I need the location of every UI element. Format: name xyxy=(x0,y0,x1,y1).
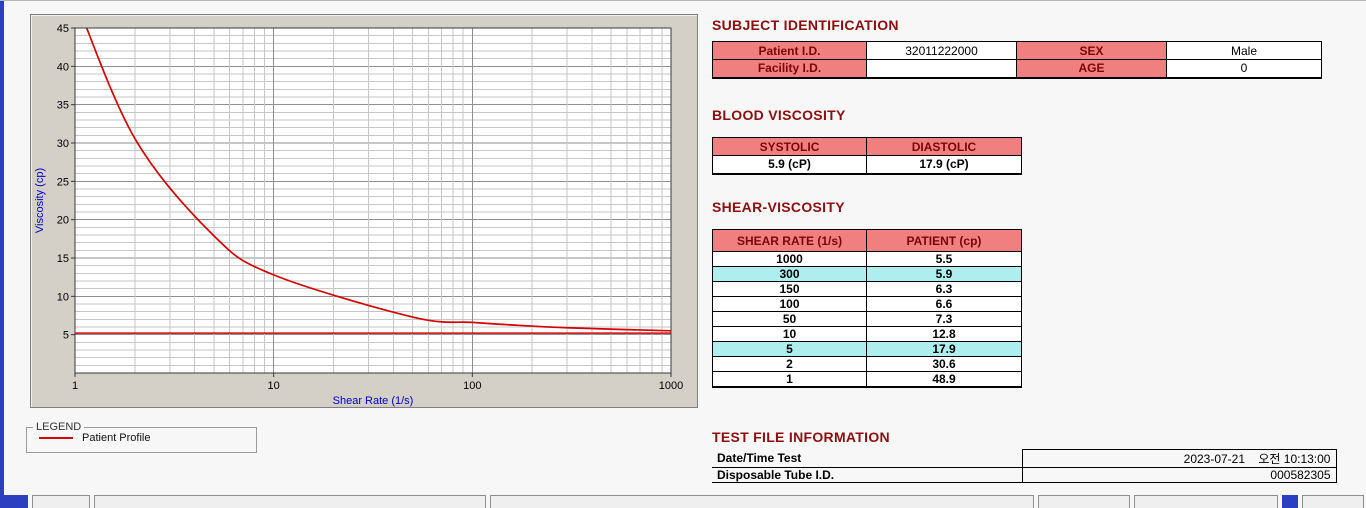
subject-identification-table: Patient I.D. 32011222000 SEX Male Facili… xyxy=(712,41,1322,79)
bottom-cropped-panel xyxy=(1302,495,1364,508)
table-row: Date/Time Test 2023-07-21 오전 10:13:00 xyxy=(712,449,1337,468)
svg-text:1000: 1000 xyxy=(659,380,683,392)
bottom-cropped-panel xyxy=(32,495,90,508)
svg-text:25: 25 xyxy=(57,176,69,188)
y-axis-title: Viscosity (cp) xyxy=(34,168,46,233)
patient-cp-cell: 48.9 xyxy=(866,371,1022,388)
shear-rate-cell: 300 xyxy=(712,266,867,282)
shear-rate-cell: 1 xyxy=(712,371,867,388)
bottom-cropped-panel xyxy=(1038,495,1130,508)
patient-profile-line-swatch xyxy=(39,437,73,439)
shear-viscosity-row: 10 12.8 xyxy=(712,326,1022,342)
sex-label: SEX xyxy=(1016,41,1167,60)
test-file-information-heading: TEST FILE INFORMATION xyxy=(712,429,890,445)
shear-viscosity-row: 100 6.6 xyxy=(712,296,1022,312)
diastolic-header: DIASTOLIC xyxy=(866,137,1022,156)
sex-value: Male xyxy=(1166,41,1322,60)
bottom-cropped-panel xyxy=(1134,495,1278,508)
svg-text:10: 10 xyxy=(57,291,69,303)
age-value: 0 xyxy=(1166,59,1322,78)
shear-viscosity-table: SHEAR RATE (1/s) PATIENT (cp) 1000 5.5 300… xyxy=(712,229,1022,388)
svg-text:5: 5 xyxy=(63,330,69,342)
svg-text:20: 20 xyxy=(57,215,69,227)
legend-box: LEGEND Patient Profile xyxy=(26,421,257,453)
shear-rate-cell: 150 xyxy=(712,281,867,297)
axis-tick-labels: 5 10 15 20 25 30 35 40 45 1 10 100 1000 xyxy=(57,23,683,392)
shear-viscosity-row: 2 30.6 xyxy=(712,356,1022,372)
patient-cp-cell: 17.9 xyxy=(866,341,1022,357)
patient-cp-cell: 5.5 xyxy=(866,251,1022,267)
shear-viscosity-row: 300 5.9 xyxy=(712,266,1022,282)
svg-text:45: 45 xyxy=(57,23,69,35)
table-row: SYSTOLIC DIASTOLIC xyxy=(712,137,1022,156)
shear-viscosity-row: 50 7.3 xyxy=(712,311,1022,327)
shear-viscosity-row: 1000 5.5 xyxy=(712,251,1022,267)
date-time-test-label: Date/Time Test xyxy=(712,449,1022,468)
table-header-row: SHEAR RATE (1/s) PATIENT (cp) xyxy=(712,229,1022,252)
patient-cp-cell: 5.9 xyxy=(866,266,1022,282)
bottom-cropped-panel xyxy=(490,495,1034,508)
svg-text:40: 40 xyxy=(57,61,69,73)
svg-text:30: 30 xyxy=(57,138,69,150)
patient-cp-cell: 6.6 xyxy=(866,296,1022,312)
patient-profile-label: Patient Profile xyxy=(82,432,151,444)
shear-viscosity-chart: 5 10 15 20 25 30 35 40 45 1 10 100 1000 Viscosity (cp… xyxy=(34,23,683,407)
subject-identification-heading: SUBJECT IDENTIFICATION xyxy=(712,17,899,33)
legend-row: Patient Profile xyxy=(27,432,256,444)
systolic-header: SYSTOLIC xyxy=(712,137,867,156)
shear-rate-cell: 2 xyxy=(712,356,867,372)
bottom-cropped-panel xyxy=(94,495,486,508)
patient-cp-cell: 6.3 xyxy=(866,281,1022,297)
patient-cp-header: PATIENT (cp) xyxy=(866,229,1022,252)
shear-viscosity-heading: SHEAR-VISCOSITY xyxy=(712,199,845,215)
shear-rate-cell: 5 xyxy=(712,341,867,357)
svg-text:15: 15 xyxy=(57,253,69,265)
shear-rate-header: SHEAR RATE (1/s) xyxy=(712,229,867,252)
facility-id-value xyxy=(866,59,1017,78)
shear-viscosity-row: 5 17.9 xyxy=(712,341,1022,357)
shear-viscosity-row: 150 6.3 xyxy=(712,281,1022,297)
disposable-tube-id-value: 000582305 xyxy=(1021,467,1337,483)
table-row: 5.9 (cP) 17.9 (cP) xyxy=(712,155,1022,174)
table-row: Patient I.D. 32011222000 SEX Male xyxy=(712,41,1322,60)
blood-viscosity-heading: BLOOD VISCOSITY xyxy=(712,107,846,123)
systolic-value: 5.9 (cP) xyxy=(712,155,867,174)
shear-viscosity-row: 1 48.9 xyxy=(712,371,1022,388)
bottom-cropped-panel xyxy=(1282,495,1298,508)
plot-border xyxy=(74,27,672,374)
shear-rate-cell: 50 xyxy=(712,311,867,327)
patient-cp-cell: 7.3 xyxy=(866,311,1022,327)
legend-title: LEGEND xyxy=(36,421,82,433)
patient-profile-curve xyxy=(85,28,671,332)
window-left-edge xyxy=(0,1,4,508)
shear-rate-cell: 1000 xyxy=(712,251,867,267)
svg-text:1: 1 xyxy=(72,380,78,392)
test-file-information-table: Date/Time Test 2023-07-21 오전 10:13:00 Di… xyxy=(712,449,1337,483)
date-time-test-value: 2023-07-21 오전 10:13:00 xyxy=(1021,449,1337,468)
patient-cp-cell: 12.8 xyxy=(866,326,1022,342)
age-label: AGE xyxy=(1016,59,1167,78)
chart-grid xyxy=(74,27,672,374)
svg-text:10: 10 xyxy=(268,380,280,392)
table-row: Facility I.D. AGE 0 xyxy=(712,59,1322,78)
plot-area xyxy=(75,28,671,373)
svg-text:100: 100 xyxy=(463,380,481,392)
disposable-tube-id-label: Disposable Tube I.D. xyxy=(712,467,1022,483)
patient-id-label: Patient I.D. xyxy=(712,41,867,60)
patient-id-value: 32011222000 xyxy=(866,41,1017,60)
viscosity-chart-panel: 5 10 15 20 25 30 35 40 45 1 10 100 1000 Viscosity (cp… xyxy=(30,14,698,408)
shear-rate-cell: 100 xyxy=(712,296,867,312)
bottom-cropped-panel xyxy=(0,495,28,508)
facility-id-label: Facility I.D. xyxy=(712,59,867,78)
blood-viscosity-table: SYSTOLIC DIASTOLIC 5.9 (cP) 17.9 (cP) xyxy=(712,137,1022,175)
diastolic-value: 17.9 (cP) xyxy=(866,155,1022,174)
svg-text:35: 35 xyxy=(57,100,69,112)
x-axis-title: Shear Rate (1/s) xyxy=(333,395,414,407)
patient-cp-cell: 30.6 xyxy=(866,356,1022,372)
table-row: Disposable Tube I.D. 000582305 xyxy=(712,467,1337,483)
shear-rate-cell: 10 xyxy=(712,326,867,342)
